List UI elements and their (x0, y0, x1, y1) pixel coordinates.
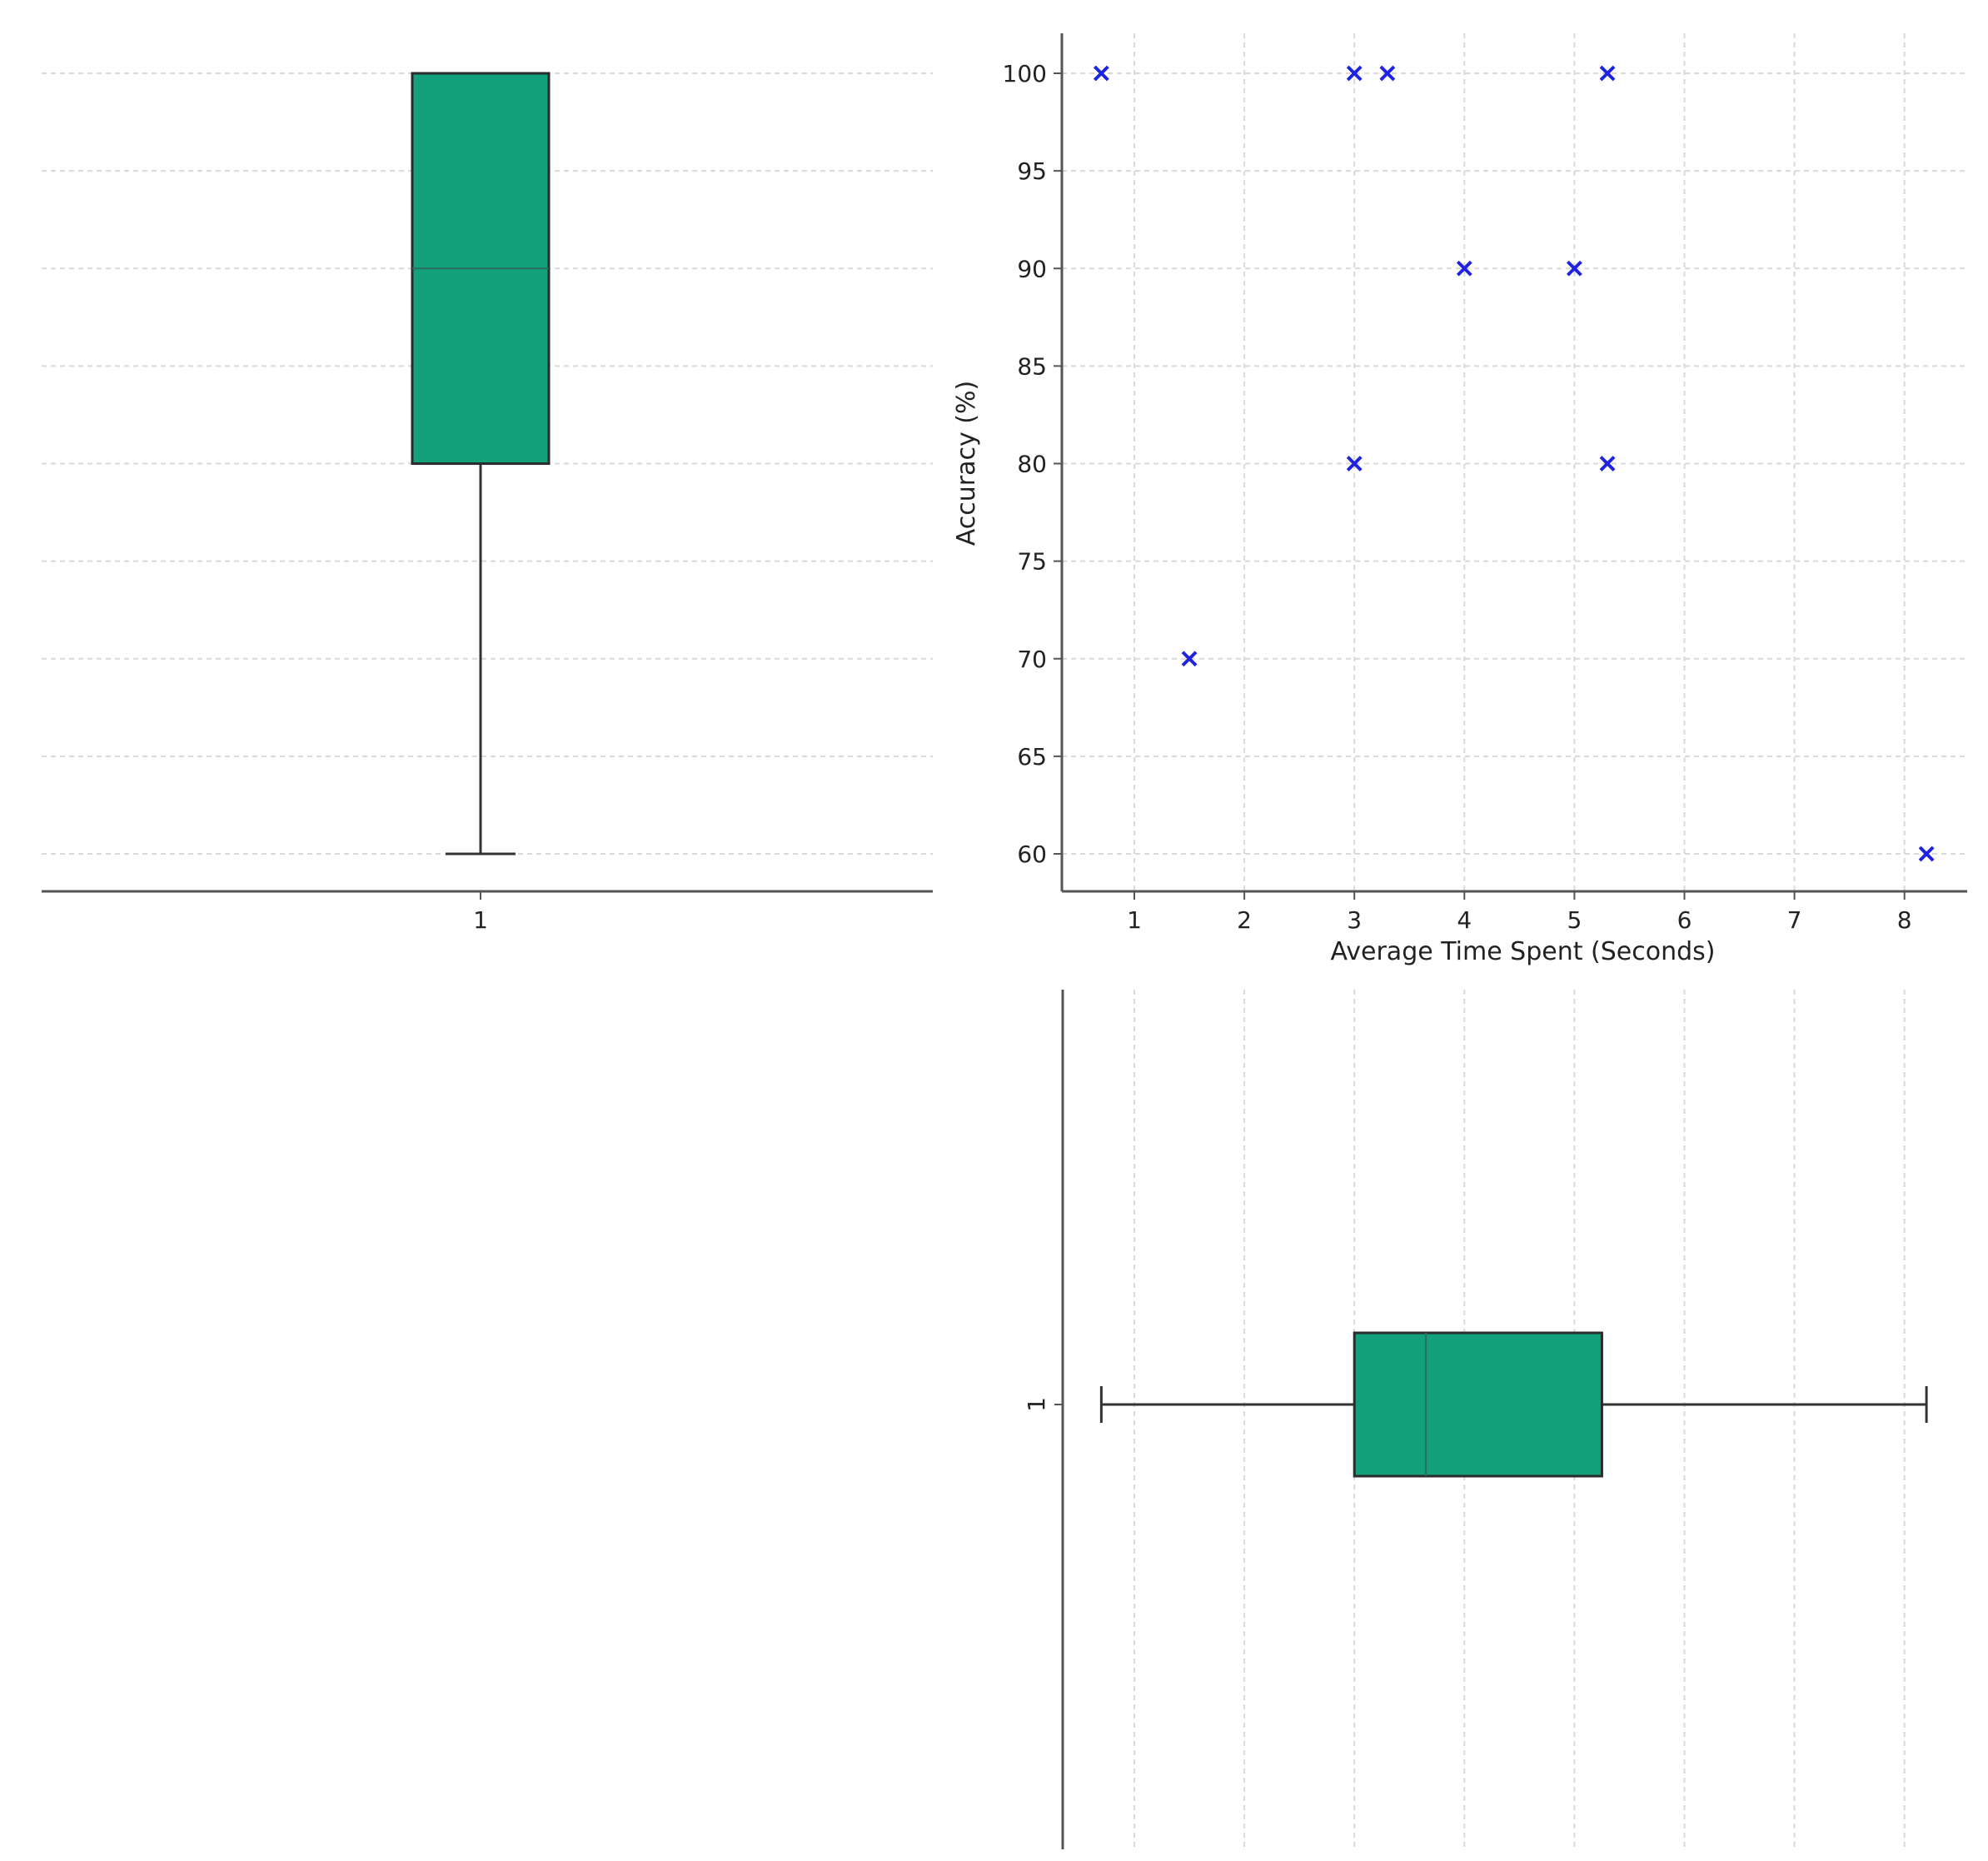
x-axis-title: Average Time Spent (Seconds) (1331, 937, 1716, 966)
scatter-point (1599, 65, 1616, 82)
y-tick-label: 65 (1017, 743, 1047, 771)
y-axis-title: Accuracy (%) (952, 381, 981, 546)
y-tick-label: 90 (1017, 255, 1047, 282)
x-tick-label: 2 (1237, 906, 1252, 934)
scatter-point (1379, 65, 1396, 82)
x-tick-label: 3 (1347, 906, 1362, 934)
x-tick-label: 7 (1787, 906, 1802, 934)
y-tick-label: 80 (1017, 451, 1047, 478)
x-tick-label: 1 (473, 906, 488, 934)
y-tick-label: 75 (1017, 548, 1047, 576)
y-tick-label: 85 (1017, 352, 1047, 380)
x-tick-label: 4 (1457, 906, 1472, 934)
x-tick-label: 5 (1567, 906, 1582, 934)
x-tick-label: 1 (1127, 906, 1142, 934)
vertical-box-plot: 1 (42, 72, 933, 934)
scatter-point (1093, 65, 1109, 82)
horizontal-box-plot: 1 (1023, 990, 1928, 1849)
scatter-point (1181, 651, 1198, 667)
y-tick-label: 70 (1017, 646, 1047, 673)
y-tick-label: 60 (1017, 841, 1047, 868)
scatter-point (1599, 456, 1616, 471)
x-tick-label: 8 (1897, 906, 1912, 934)
scatter-point (1346, 65, 1363, 82)
y-tick-label: 1 (1023, 1397, 1050, 1412)
scatter-point (1456, 260, 1472, 277)
y-tick-label: 100 (1003, 60, 1047, 87)
scatter-point (1566, 260, 1582, 277)
scatter-point (1918, 846, 1935, 862)
scatter-point (1346, 456, 1363, 471)
box-iqr (1353, 1331, 1603, 1478)
y-tick-label: 95 (1017, 157, 1047, 185)
scatter-plot: 1 2 3 4 5 6 7 8 60 65 70 75 80 85 90 95 100 Average Time … (952, 33, 1967, 966)
x-tick-label: 6 (1677, 906, 1692, 934)
